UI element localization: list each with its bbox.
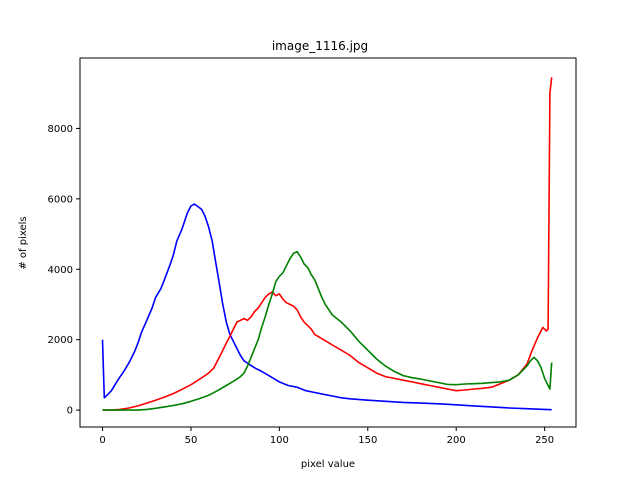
x-tick-label: 200 bbox=[447, 435, 466, 446]
x-tick-label: 250 bbox=[535, 435, 554, 446]
y-tick-label: 6000 bbox=[48, 194, 73, 205]
x-tick-label: 150 bbox=[358, 435, 377, 446]
y-tick-label: 4000 bbox=[48, 265, 73, 276]
x-axis-label: pixel value bbox=[301, 459, 355, 470]
x-tick-label: 0 bbox=[99, 435, 105, 446]
y-tick-label: 8000 bbox=[48, 124, 73, 135]
x-axis: 0 50 100 150 200 250 bbox=[99, 427, 554, 446]
plot-area bbox=[101, 77, 553, 411]
x-tick-label: 50 bbox=[185, 435, 198, 446]
y-tick-label: 2000 bbox=[48, 335, 73, 346]
y-axis: 0 2000 4000 6000 8000 bbox=[48, 124, 80, 417]
series-line-0 bbox=[101, 203, 552, 411]
series-line-1 bbox=[102, 77, 553, 411]
series-line-2 bbox=[102, 250, 553, 411]
y-tick-label: 0 bbox=[67, 406, 73, 417]
plot-frame bbox=[79, 57, 577, 428]
x-tick-label: 100 bbox=[270, 435, 289, 446]
chart-title: image_1116.jpg bbox=[272, 39, 368, 53]
y-axis-label: # of pixels bbox=[18, 216, 29, 269]
